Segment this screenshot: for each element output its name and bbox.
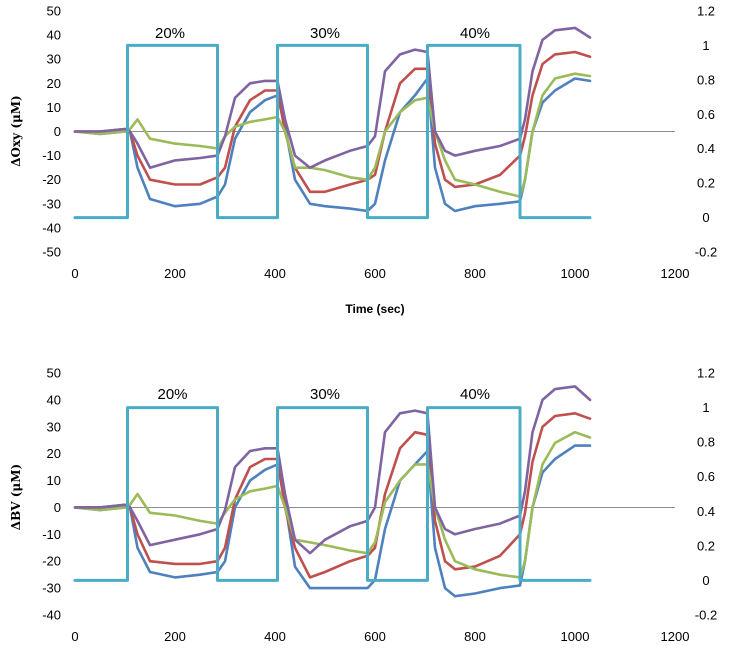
x-tick-label: 0: [71, 266, 78, 281]
annotation-label: 20%: [157, 386, 187, 403]
y2-tick-label: 1.2: [697, 366, 715, 381]
y-tick-label: -20: [42, 172, 61, 187]
y-tick-label: -40: [42, 220, 61, 235]
stimulus-step-line: [73, 43, 592, 220]
y2-tick-label: -0.2: [695, 245, 717, 260]
y-tick-label: 40: [47, 28, 61, 43]
y-tick-label: -40: [42, 608, 61, 623]
y2-tick-label: 0.4: [697, 504, 715, 519]
x-tick-label: 200: [164, 629, 186, 644]
x-tick-label: 200: [164, 266, 186, 281]
x-tick-label: 1200: [661, 629, 690, 644]
y-tick-label: 0: [54, 500, 61, 515]
y-tick-label: -10: [42, 148, 61, 163]
y2-tick-label: 0.8: [697, 72, 715, 87]
y-tick-label: 10: [47, 100, 61, 115]
x-tick-label: 0: [71, 629, 78, 644]
y-tick-label: -30: [42, 196, 61, 211]
y2-tick-label: 0.2: [697, 538, 715, 553]
y2-tick-label: 0: [702, 210, 709, 225]
y-tick-label: 30: [47, 419, 61, 434]
y2-tick-label: 0: [702, 573, 709, 588]
y-tick-label: 40: [47, 392, 61, 407]
y-tick-label: 50: [47, 4, 61, 19]
y-axis-title: ΔOxy (μM): [9, 95, 23, 167]
y2-tick-label: 0.6: [697, 107, 715, 122]
y-tick-label: -20: [42, 554, 61, 569]
x-axis-title: Time (sec): [345, 302, 404, 316]
y2-tick-label: 1: [702, 38, 709, 53]
y2-tick-label: 1: [702, 400, 709, 415]
annotation-label: 40%: [460, 386, 490, 403]
x-tick-label: 800: [464, 629, 486, 644]
y-axis-title: ΔBV (μM): [9, 464, 23, 530]
blue-series-line: [73, 444, 592, 598]
y-tick-label: 10: [47, 473, 61, 488]
x-tick-label: 1000: [561, 266, 590, 281]
y2-tick-label: -0.2: [695, 608, 717, 623]
y2-tick-label: 0.2: [697, 176, 715, 191]
y-tick-label: 50: [47, 366, 61, 381]
x-tick-label: 800: [464, 266, 486, 281]
annotation-label: 30%: [310, 25, 340, 42]
y2-tick-label: 1.2: [697, 4, 715, 19]
y-tick-label: -10: [42, 527, 61, 542]
x-tick-label: 600: [364, 629, 386, 644]
annotation-label: 40%: [460, 25, 490, 42]
y-tick-label: 20: [47, 76, 61, 91]
y-tick-label: 20: [47, 446, 61, 461]
y-tick-label: -30: [42, 581, 61, 596]
y-tick-label: 30: [47, 52, 61, 67]
y2-tick-label: 0.6: [697, 469, 715, 484]
annotation-label: 30%: [310, 386, 340, 403]
y2-tick-label: 0.4: [697, 141, 715, 156]
x-tick-label: 400: [264, 266, 286, 281]
y-tick-label: -50: [42, 245, 61, 260]
x-tick-label: 1200: [661, 266, 690, 281]
x-tick-label: 600: [364, 266, 386, 281]
stimulus-step-line: [73, 406, 592, 582]
y-tick-label: 0: [54, 124, 61, 139]
x-tick-label: 400: [264, 629, 286, 644]
y2-tick-label: 0.8: [697, 435, 715, 450]
annotation-label: 20%: [155, 25, 185, 42]
x-tick-label: 1000: [561, 629, 590, 644]
